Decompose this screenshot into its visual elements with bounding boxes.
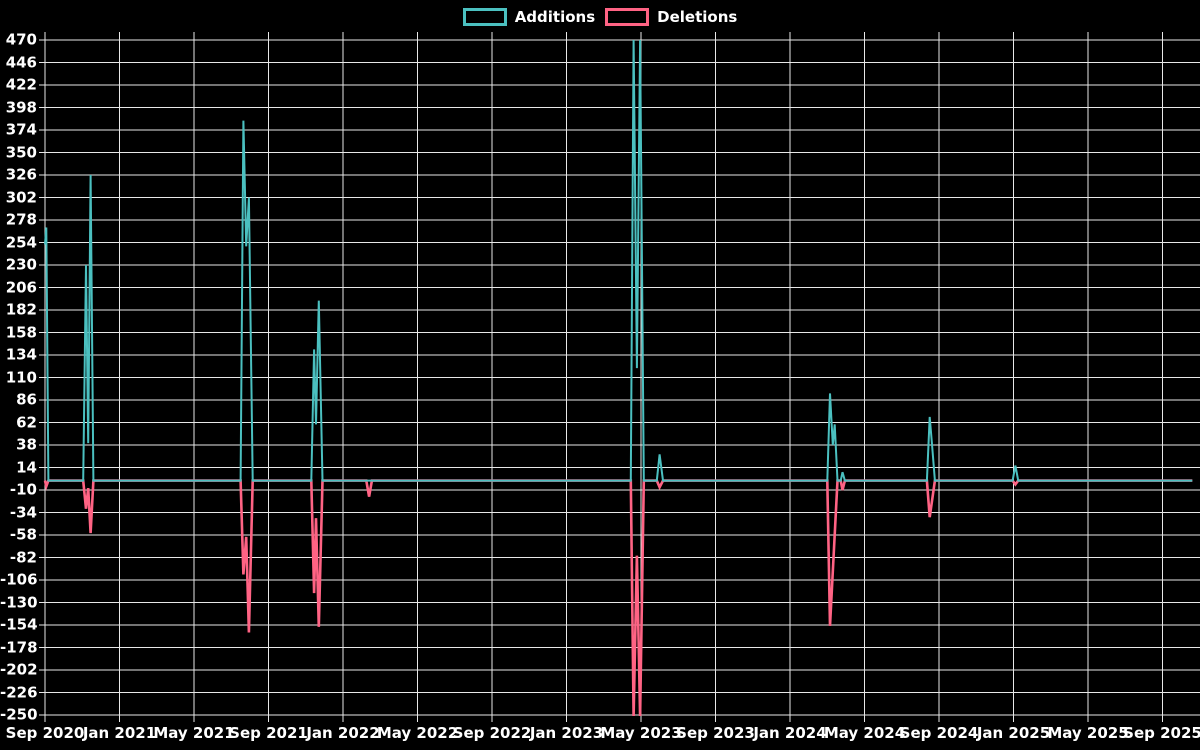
- x-axis-label: Jan 2025: [976, 724, 1051, 742]
- y-axis-label: 470: [5, 30, 37, 49]
- x-axis-label: May 2025: [1047, 724, 1129, 742]
- additions-swatch-icon: [462, 8, 507, 26]
- x-axis-label: Jan 2024: [753, 724, 827, 742]
- y-axis-label: -106: [0, 570, 38, 589]
- y-axis-label: -250: [0, 705, 38, 724]
- deletions-swatch-icon: [605, 8, 650, 26]
- y-axis-label: -82: [9, 548, 37, 566]
- x-axis-label: May 2024: [823, 724, 906, 742]
- y-axis-label: 230: [5, 255, 37, 274]
- y-axis-label: 134: [5, 345, 37, 364]
- y-axis-label: 86: [16, 390, 37, 409]
- x-axis-label: Sep 2022: [452, 724, 532, 742]
- additions-line: [44, 39, 1193, 482]
- legend-label-additions: Additions: [514, 7, 596, 26]
- y-axis-label: -34: [9, 503, 37, 521]
- y-axis-label: -226: [0, 683, 38, 701]
- y-axis-label: -178: [0, 638, 38, 656]
- y-axis-label: 302: [5, 188, 37, 206]
- x-axis-label: May 2023: [600, 724, 682, 742]
- y-axis-label: -10: [9, 480, 37, 499]
- y-axis-label: 14: [16, 458, 37, 476]
- x-axis-label: Sep 2025: [1123, 724, 1200, 742]
- y-axis-label: 38: [16, 435, 37, 454]
- x-axis-label: Jan 2023: [529, 724, 604, 742]
- y-axis-label: 62: [16, 413, 37, 431]
- x-axis-label: Jan 2021: [82, 724, 157, 742]
- grid-lines: [39, 32, 1200, 722]
- x-axis-label: May 2022: [376, 724, 459, 742]
- y-axis-label: -58: [9, 525, 37, 544]
- y-axis-label: 326: [5, 165, 37, 184]
- y-axis-label: -130: [0, 593, 38, 611]
- y-axis-label: 278: [5, 210, 37, 229]
- legend-label-deletions: Deletions: [657, 7, 738, 26]
- deletions-line: [43, 479, 1193, 717]
- y-axis-label: 206: [5, 278, 37, 296]
- x-axis-label: Sep 2024: [899, 724, 979, 742]
- y-axis-label: -202: [0, 660, 38, 679]
- legend-item-additions[interactable]: Additions: [462, 7, 596, 26]
- y-axis-label: 422: [5, 75, 37, 94]
- y-axis-label: 398: [5, 98, 37, 116]
- y-axis-label: 350: [5, 143, 37, 161]
- y-axis-label: -154: [0, 615, 38, 634]
- y-axis-label: 158: [5, 323, 37, 341]
- x-axis-label: Sep 2020: [5, 724, 85, 742]
- legend: Additions Deletions: [0, 8, 1200, 26]
- y-axis-label: 110: [5, 368, 37, 386]
- y-axis-label: 182: [5, 300, 37, 319]
- legend-item-deletions[interactable]: Deletions: [605, 8, 737, 26]
- y-axis-label: 446: [5, 53, 37, 71]
- x-axis-label: Sep 2021: [229, 724, 308, 742]
- y-axis-label: 374: [5, 120, 37, 139]
- y-axis-label: 254: [5, 233, 37, 251]
- x-axis-label: May 2021: [153, 724, 235, 742]
- x-axis-label: Sep 2023: [676, 724, 755, 742]
- x-axis-label: Jan 2022: [306, 724, 380, 742]
